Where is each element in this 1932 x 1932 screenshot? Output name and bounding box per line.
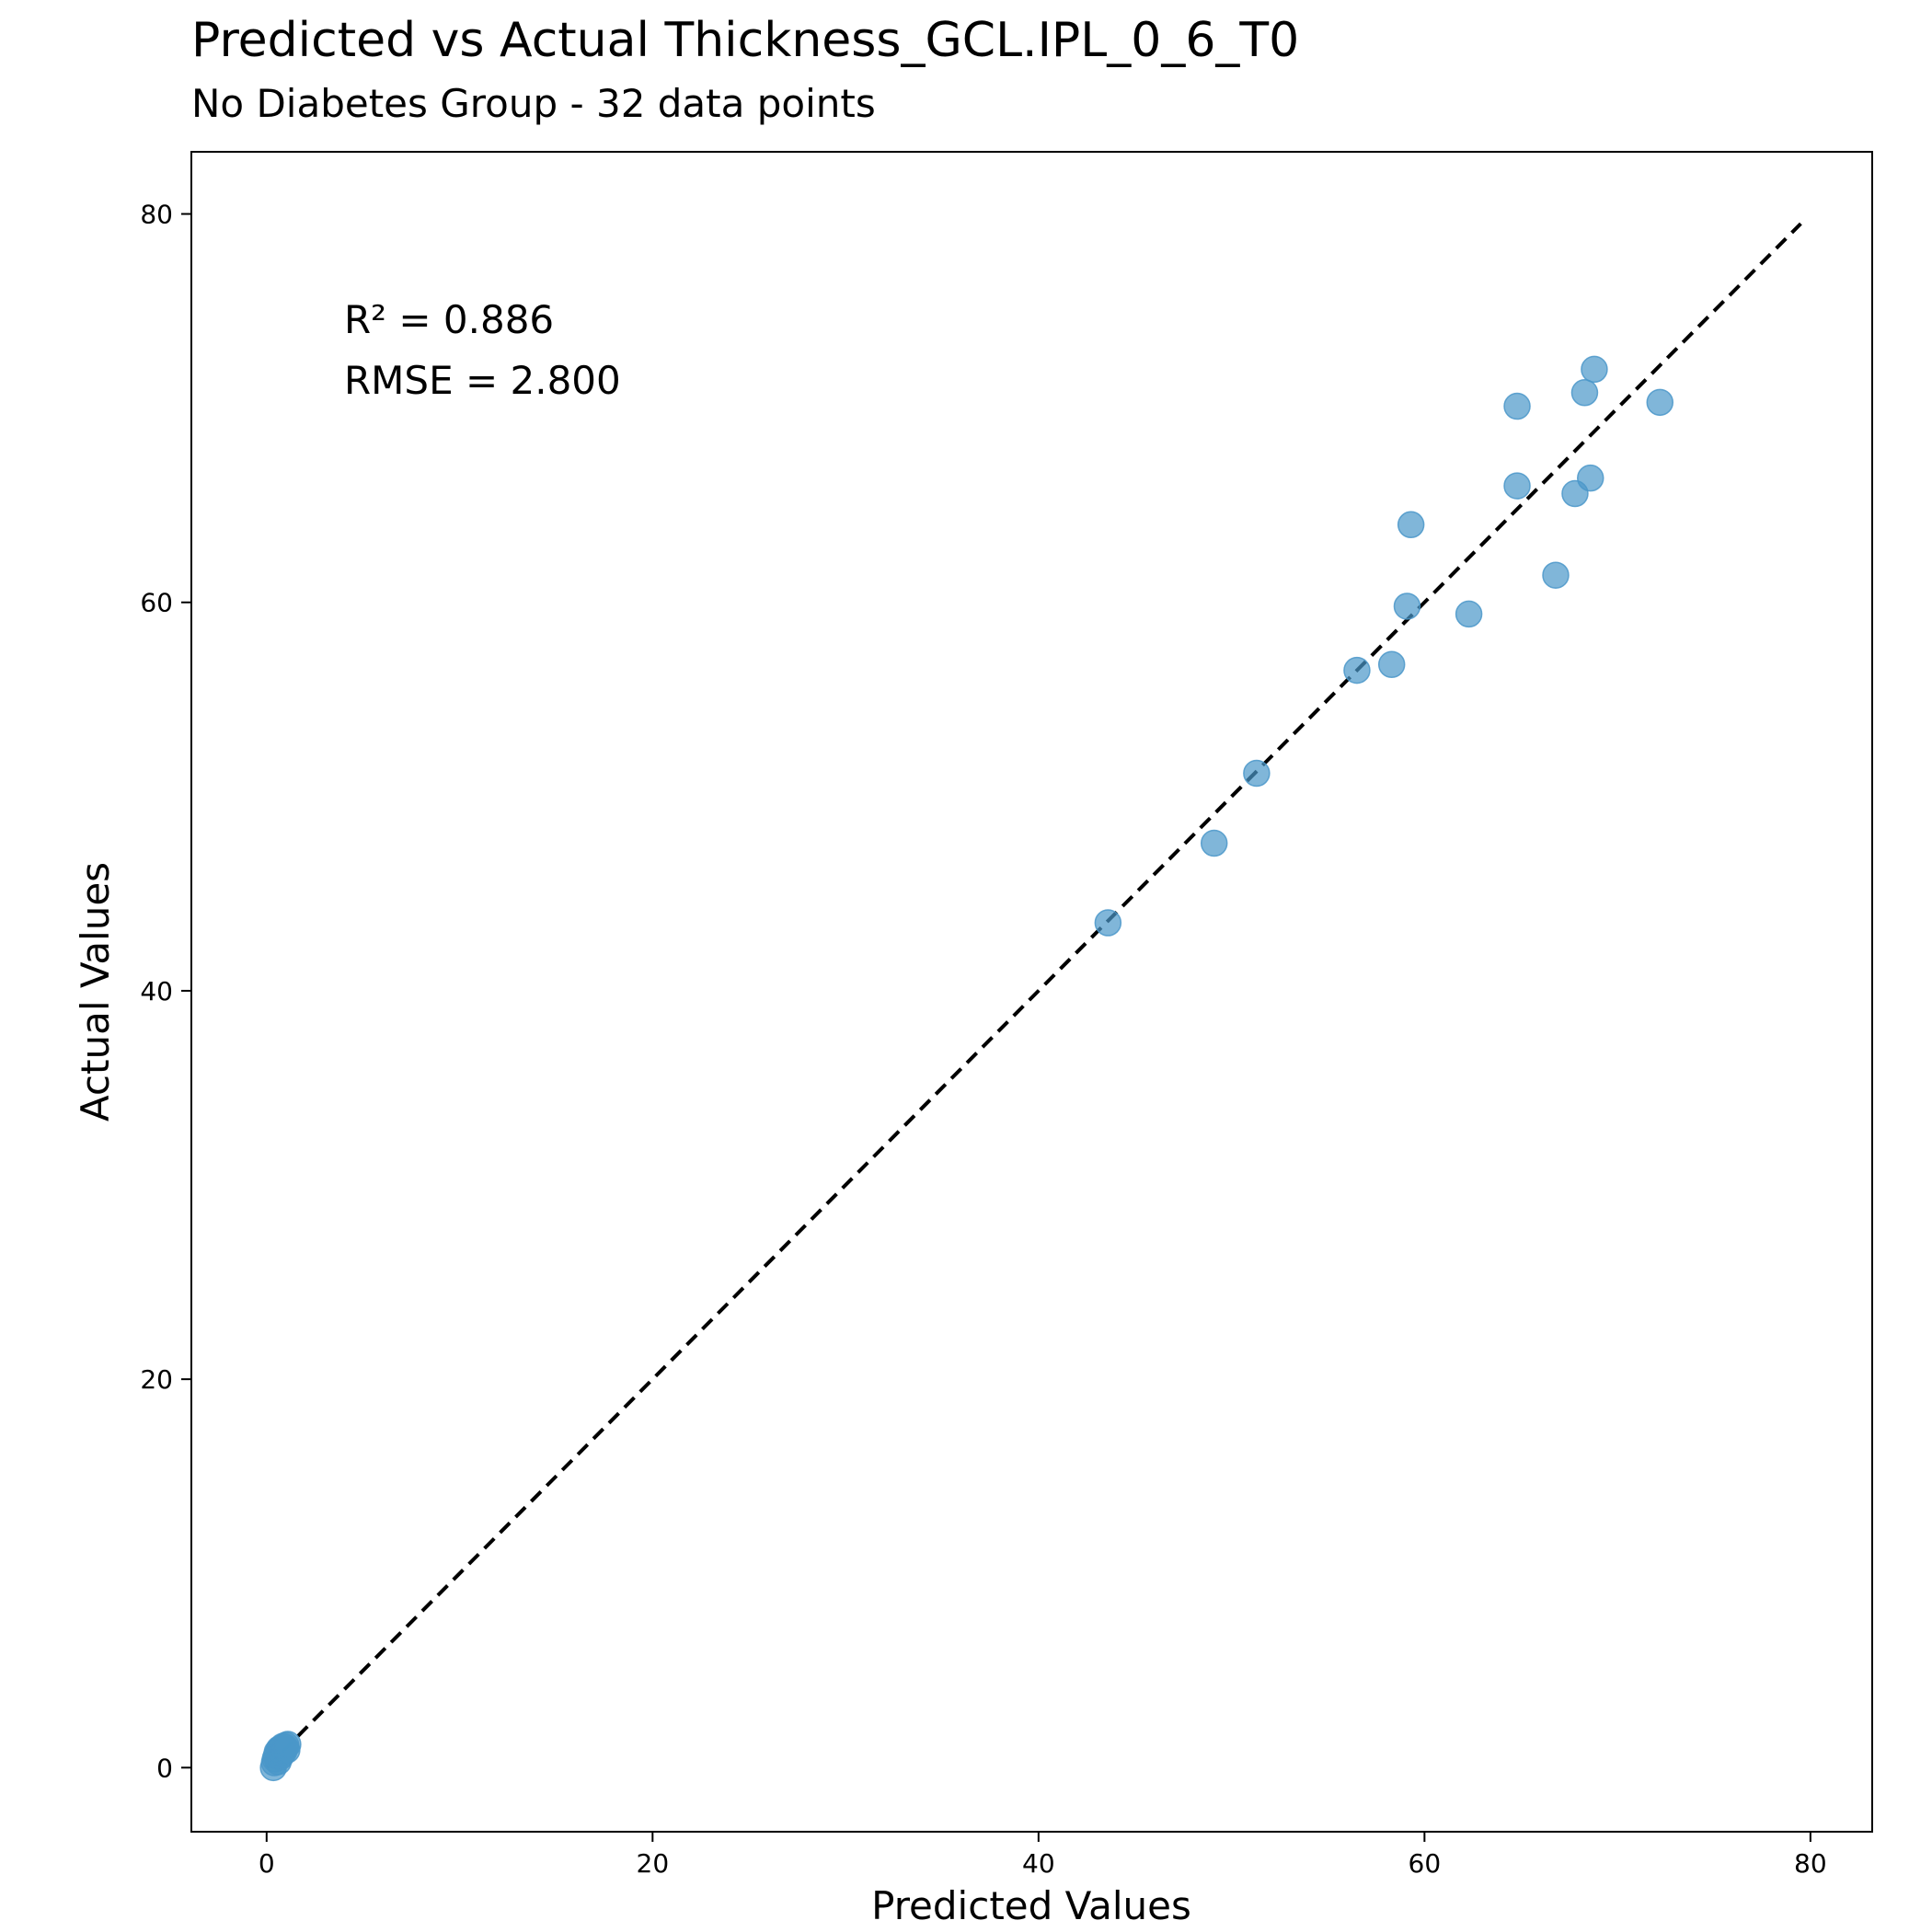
y-axis-label: Actual Values	[73, 862, 118, 1121]
x-tick-label: 60	[1409, 1848, 1442, 1879]
data-point-7	[1397, 511, 1425, 539]
data-point-5	[1377, 650, 1406, 679]
data-point-4	[1343, 656, 1371, 684]
y-tick-label: 40	[140, 976, 173, 1006]
data-point-14	[1577, 464, 1604, 492]
data-point-3	[1243, 759, 1271, 788]
x-tick-label: 80	[1794, 1848, 1827, 1879]
data-point-9	[1503, 392, 1531, 420]
y-tick-label: 80	[140, 200, 173, 230]
data-point-16	[1646, 388, 1674, 417]
reference-line-layer	[265, 222, 1802, 1769]
data-point-10	[1503, 472, 1531, 500]
identity-reference-line	[265, 222, 1802, 1769]
chart-subtitle: No Diabetes Group - 32 data points	[191, 81, 876, 126]
points-layer	[259, 355, 1674, 1782]
y-tick-label: 60	[140, 588, 173, 618]
rmse-annotation: RMSE = 2.800	[344, 358, 621, 403]
y-axis-ticks: 0 20 40 60 80	[140, 200, 191, 1783]
data-point-1	[1094, 909, 1122, 937]
data-point-6	[1393, 592, 1421, 620]
data-point-8	[1455, 600, 1483, 628]
data-point-13	[1570, 379, 1599, 407]
data-point-15	[1581, 355, 1608, 384]
x-axis-ticks: 0 20 40 60 80	[259, 1832, 1827, 1879]
y-tick-label: 0	[156, 1753, 173, 1783]
plot-area	[190, 151, 1873, 1833]
data-point-2	[1200, 829, 1228, 857]
x-tick-label: 40	[1022, 1848, 1055, 1879]
x-tick-label: 0	[259, 1848, 275, 1879]
r-squared-annotation: R² = 0.886	[344, 297, 554, 342]
y-tick-label: 20	[140, 1364, 173, 1395]
x-axis-label: Predicted Values	[871, 1883, 1191, 1928]
chart-title: Predicted vs Actual Thickness_GCL.IPL_0_…	[191, 13, 1299, 68]
x-tick-label: 20	[637, 1848, 670, 1879]
data-point-32	[274, 1731, 302, 1758]
data-point-11	[1542, 561, 1570, 589]
